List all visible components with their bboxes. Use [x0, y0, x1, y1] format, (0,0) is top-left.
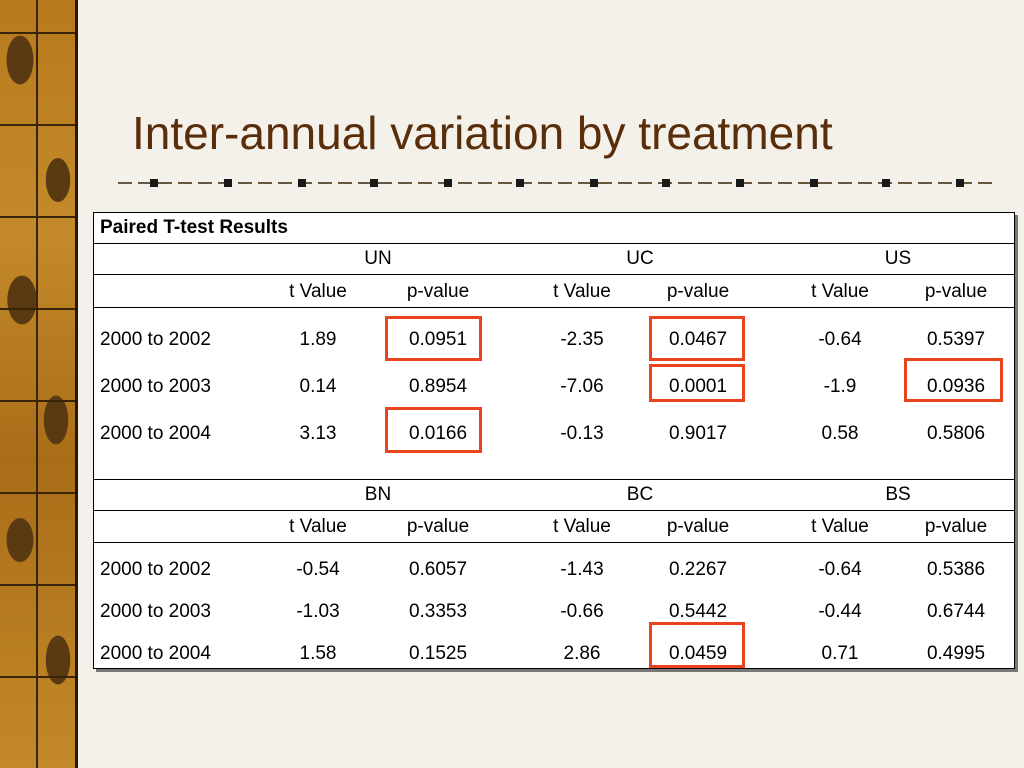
row-label: 2000 to 2002 — [100, 329, 211, 350]
t-value-cell: 1.89 — [299, 329, 337, 350]
t-value-cell: -0.64 — [818, 329, 862, 350]
row-label: 2000 to 2004 — [100, 643, 211, 664]
t-value-cell: -1.9 — [823, 376, 857, 397]
row-label: 2000 to 2003 — [100, 601, 211, 622]
t-value-cell: -7.06 — [560, 376, 604, 397]
column-label: t Value — [811, 281, 869, 302]
table-row: 2000 to 2002 -0.54 0.6057 -1.43 0.2267 -… — [94, 555, 1014, 585]
t-value-cell: -0.54 — [296, 559, 340, 580]
t-value-cell: -2.35 — [560, 329, 604, 350]
row-label: 2000 to 2004 — [100, 423, 211, 444]
dashed-divider — [118, 179, 994, 187]
t-value-cell: -0.44 — [818, 601, 862, 622]
significance-highlight — [385, 407, 482, 453]
table-heading-row: Paired T-test Results — [94, 213, 1014, 244]
significance-highlight — [385, 316, 482, 361]
group-label: US — [884, 248, 912, 269]
t-value-cell: -1.03 — [296, 601, 340, 622]
t-value-cell: 3.13 — [299, 423, 337, 444]
p-value-cell: 0.6057 — [408, 559, 468, 580]
table-row: 2000 to 2004 1.58 0.1525 2.86 0.0459 0.7… — [94, 639, 1014, 669]
p-value-cell: 0.0166 — [408, 423, 468, 444]
column-label: t Value — [289, 281, 347, 302]
column-label: t Value — [553, 281, 611, 302]
column-label: p-value — [924, 281, 988, 302]
p-value-cell: 0.5442 — [668, 601, 728, 622]
group-label: BC — [626, 484, 654, 505]
group-label: BS — [885, 484, 911, 505]
t-value-cell: 1.58 — [299, 643, 337, 664]
p-value-cell: 0.8954 — [408, 376, 468, 397]
p-value-cell: 0.5397 — [926, 329, 986, 350]
t-value-cell: -1.43 — [560, 559, 604, 580]
table-row: 2000 to 2003 0.14 0.8954 -7.06 0.0001 -1… — [94, 372, 1014, 402]
group-label: UC — [626, 248, 654, 269]
p-value-cell: 0.2267 — [668, 559, 728, 580]
p-value-cell: 0.9017 — [668, 423, 728, 444]
p-value-cell: 0.5386 — [926, 559, 986, 580]
p-value-cell: 0.6744 — [926, 601, 986, 622]
significance-highlight — [649, 622, 745, 668]
p-value-cell: 0.0951 — [408, 329, 468, 350]
column-label: p-value — [666, 281, 730, 302]
table-heading: Paired T-test Results — [100, 217, 288, 238]
column-label: p-value — [924, 516, 988, 537]
p-value-cell: 0.0001 — [668, 376, 728, 397]
decorative-wood-sidebar — [0, 0, 78, 768]
table-row: 2000 to 2003 -1.03 0.3353 -0.66 0.5442 -… — [94, 597, 1014, 627]
column-label: p-value — [406, 281, 470, 302]
paired-ttest-table: Paired T-test Results UN UC US t Value p… — [93, 212, 1015, 669]
significance-highlight — [904, 358, 1003, 402]
p-value-cell: 0.5806 — [926, 423, 986, 444]
section-divider — [94, 479, 1014, 480]
p-value-cell: 0.0467 — [668, 329, 728, 350]
column-label: p-value — [406, 516, 470, 537]
t-value-cell: 0.14 — [299, 376, 337, 397]
row-label: 2000 to 2003 — [100, 376, 211, 397]
p-value-cell: 0.4995 — [926, 643, 986, 664]
table-row: 2000 to 2004 3.13 0.0166 -0.13 0.9017 0.… — [94, 419, 1014, 449]
slide-title: Inter-annual variation by treatment — [132, 107, 833, 159]
table-row: 2000 to 2002 1.89 0.0951 -2.35 0.0467 -0… — [94, 325, 1014, 355]
p-value-cell: 0.0936 — [926, 376, 986, 397]
column-label: p-value — [666, 516, 730, 537]
t-value-cell: 0.58 — [821, 423, 859, 444]
group-label: BN — [364, 484, 392, 505]
row-label: 2000 to 2002 — [100, 559, 211, 580]
group-label: UN — [364, 248, 392, 269]
t-value-cell: -0.13 — [560, 423, 604, 444]
column-header-row: t Value p-value t Value p-value t Value … — [94, 512, 1014, 543]
t-value-cell: 0.71 — [821, 643, 859, 664]
column-header-row: t Value p-value t Value p-value t Value … — [94, 277, 1014, 308]
group-header-row: BN BC BS — [94, 480, 1014, 511]
column-label: t Value — [811, 516, 869, 537]
t-value-cell: 2.86 — [563, 643, 601, 664]
t-value-cell: -0.66 — [560, 601, 604, 622]
t-value-cell: -0.64 — [818, 559, 862, 580]
group-header-row: UN UC US — [94, 244, 1014, 275]
significance-highlight — [649, 364, 745, 402]
column-label: t Value — [289, 516, 347, 537]
p-value-cell: 0.0459 — [668, 643, 728, 664]
p-value-cell: 0.1525 — [408, 643, 468, 664]
column-label: t Value — [553, 516, 611, 537]
significance-highlight — [649, 316, 745, 361]
p-value-cell: 0.3353 — [408, 601, 468, 622]
